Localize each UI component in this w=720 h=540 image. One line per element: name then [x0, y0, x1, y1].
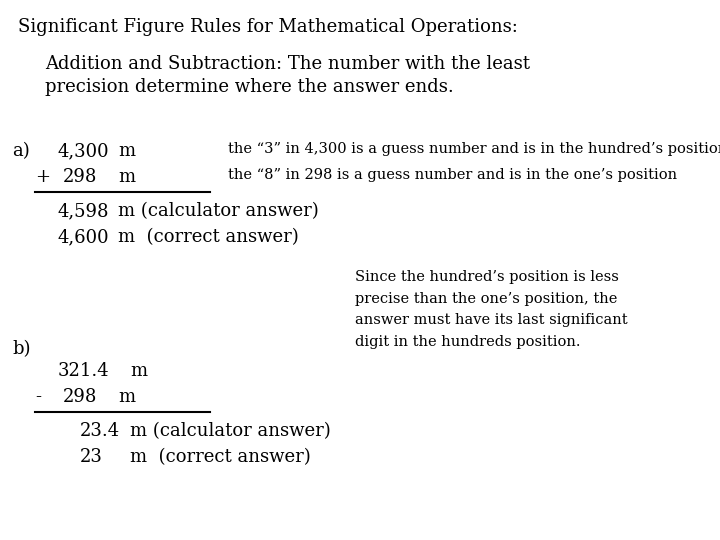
Text: +: + [35, 168, 50, 186]
Text: 321.4: 321.4 [58, 362, 109, 380]
Text: -: - [35, 388, 41, 406]
Text: b): b) [12, 340, 30, 358]
Text: m (calculator answer): m (calculator answer) [130, 422, 330, 440]
Text: m (calculator answer): m (calculator answer) [118, 202, 319, 220]
Text: 4,300: 4,300 [58, 142, 109, 160]
Text: m: m [118, 388, 135, 406]
Text: m  (correct answer): m (correct answer) [118, 228, 299, 246]
Text: 4,598: 4,598 [58, 202, 109, 220]
Text: m: m [118, 142, 135, 160]
Text: m  (correct answer): m (correct answer) [130, 448, 311, 466]
Text: 23: 23 [80, 448, 103, 466]
Text: the “3” in 4,300 is a guess number and is in the hundred’s position: the “3” in 4,300 is a guess number and i… [228, 142, 720, 156]
Text: precision determine where the answer ends.: precision determine where the answer end… [45, 78, 454, 96]
Text: 23.4: 23.4 [80, 422, 120, 440]
Text: Since the hundred’s position is less
precise than the one’s position, the
answer: Since the hundred’s position is less pre… [355, 270, 628, 349]
Text: 4,600: 4,600 [58, 228, 109, 246]
Text: m: m [130, 362, 147, 380]
Text: a): a) [12, 142, 30, 160]
Text: 298: 298 [63, 388, 97, 406]
Text: 298: 298 [63, 168, 97, 186]
Text: Significant Figure Rules for Mathematical Operations:: Significant Figure Rules for Mathematica… [18, 18, 518, 36]
Text: the “8” in 298 is a guess number and is in the one’s position: the “8” in 298 is a guess number and is … [228, 168, 677, 182]
Text: Addition and Subtraction: The number with the least: Addition and Subtraction: The number wit… [45, 55, 530, 73]
Text: m: m [118, 168, 135, 186]
